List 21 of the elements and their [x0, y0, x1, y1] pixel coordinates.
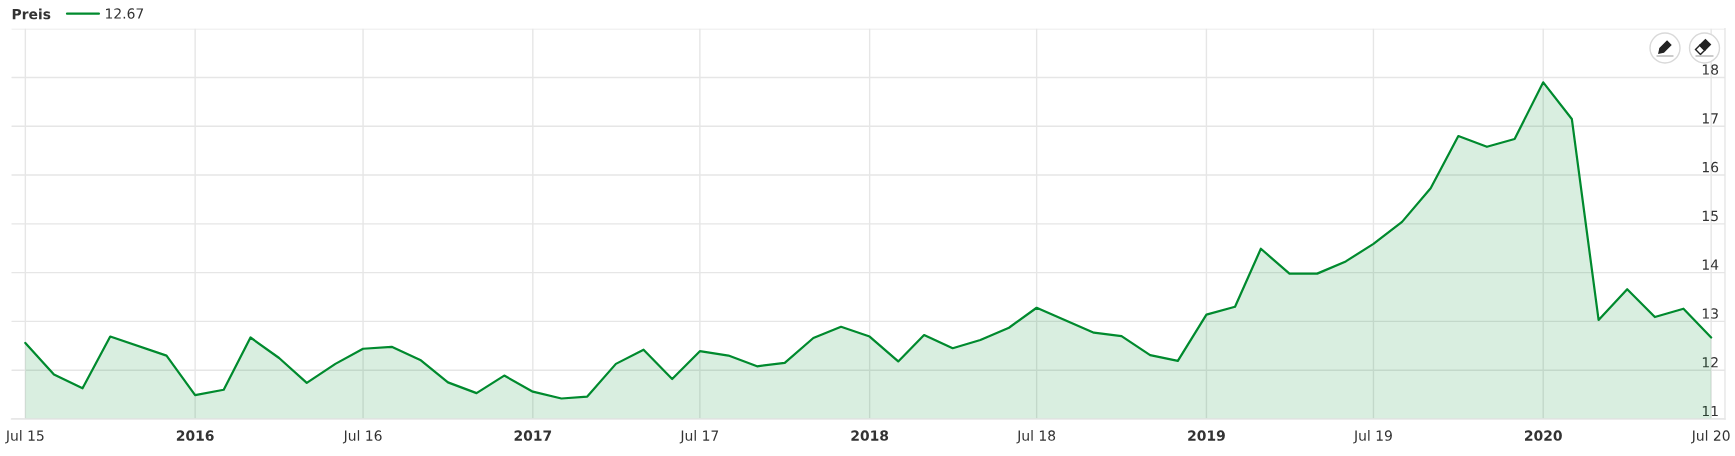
legend-label: 12.67: [106, 8, 144, 19]
x-tick-label: Jul 16: [342, 430, 382, 444]
x-tick-label: Jul 17: [679, 430, 719, 444]
legend-title: Preis: [12, 8, 51, 20]
x-tick-label: Jul 19: [1353, 430, 1392, 444]
y-tick-label: 12: [1702, 357, 1718, 368]
x-tick-label: Jul 18: [1016, 430, 1056, 444]
y-tick-label: 13: [1702, 308, 1718, 319]
x-tick-label: 2018: [851, 430, 889, 441]
y-tick-label: 14: [1702, 259, 1719, 270]
y-tick-label: 15: [1702, 210, 1718, 222]
y-tick-label: 17: [1702, 113, 1718, 124]
y-tick-label: 11: [1702, 405, 1718, 417]
x-tick-label: 2020: [1524, 430, 1562, 441]
y-tick-label: 16: [1702, 161, 1719, 173]
x-tick-label: 2019: [1188, 430, 1225, 441]
x-tick-label: 2016: [176, 430, 214, 441]
x-tick-label: 2017: [514, 430, 552, 441]
x-tick-label: Jul 20: [1691, 430, 1730, 444]
y-tick-label: 18: [1702, 64, 1719, 75]
x-tick-label: Jul 15: [5, 430, 44, 444]
